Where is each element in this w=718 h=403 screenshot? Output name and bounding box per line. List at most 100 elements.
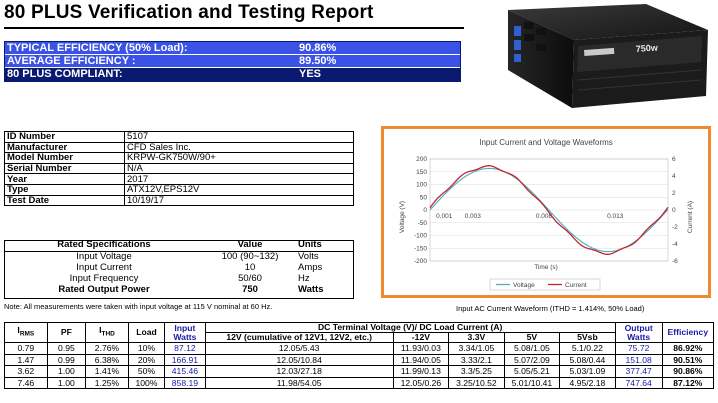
cell-pf: 0.95 bbox=[46, 342, 87, 355]
table-row: 1.47 0.99 6.38% 20% 166.91 12.05/10.84 1… bbox=[4, 353, 715, 366]
summary-label: AVERAGE EFFICIENCY : bbox=[7, 55, 136, 67]
specs-row: Input Voltage 100 (90~132) Volts bbox=[4, 251, 354, 262]
x-tick-label: 0.001 bbox=[436, 213, 453, 220]
y2-tick-label: -6 bbox=[672, 258, 678, 265]
x-axis-label: Time (s) bbox=[534, 264, 558, 271]
info-row: Manufacturer CFD Sales Inc. bbox=[4, 141, 354, 154]
cell-3v3: 3.34/1.05 bbox=[448, 342, 505, 355]
cell-output: 747.64 bbox=[614, 376, 663, 389]
spec-unit: Hz bbox=[298, 272, 310, 284]
specs-header: Rated Specifications bbox=[4, 240, 204, 252]
col-minus12v: -12V bbox=[392, 332, 450, 343]
cell-3v3: 3.3/5.25 bbox=[448, 365, 505, 378]
cell-5vsb: 5.03/1.09 bbox=[559, 365, 616, 378]
measurement-note: Note: All measurements were taken with i… bbox=[4, 302, 273, 311]
y2-tick-label: 6 bbox=[672, 156, 676, 163]
cell-minus12v: 11.99/0.13 bbox=[392, 365, 450, 378]
info-label: ID Number bbox=[4, 131, 125, 143]
chart-legend: Voltage Current bbox=[489, 278, 601, 291]
summary-value: 90.86% bbox=[299, 42, 337, 54]
cell-irms: 7.46 bbox=[4, 376, 48, 389]
cell-ithd: 1.41% bbox=[85, 365, 129, 378]
cell-5v: 5.01/10.41 bbox=[503, 376, 561, 389]
test-results-table: IRMS PF ITHD Load Input Watts DC Termina… bbox=[4, 322, 715, 389]
cell-3v3: 3.33/2.1 bbox=[448, 353, 505, 366]
x-tick-label: 0.003 bbox=[465, 213, 482, 220]
specs-row: Rated Output Power 750 Watts bbox=[4, 284, 354, 295]
y2-tick-label: -4 bbox=[672, 241, 678, 248]
y2-tick-label: 2 bbox=[672, 190, 676, 197]
specs-row: Input Current 10 Amps bbox=[4, 262, 354, 273]
y2-tick-label: 0 bbox=[672, 207, 676, 214]
cell-input: 166.91 bbox=[164, 353, 206, 366]
y-tick-label: -200 bbox=[414, 258, 427, 265]
info-value: CFD Sales Inc. bbox=[124, 141, 354, 154]
info-label: Serial Number bbox=[4, 162, 125, 175]
table-row: 7.46 1.00 1.25% 100% 858.19 11.98/54.05 … bbox=[4, 376, 715, 389]
cell-load: 10% bbox=[127, 342, 166, 355]
info-label: Manufacturer bbox=[4, 141, 125, 154]
col-dc-group: DC Terminal Voltage (V)/ DC Load Current… bbox=[204, 322, 616, 333]
y-axis-label: Voltage (V) bbox=[399, 201, 406, 233]
product-info-table: ID Number 5107 Manufacturer CFD Sales Inc.… bbox=[4, 131, 354, 207]
y-tick-label: 0 bbox=[423, 207, 427, 214]
cell-input: 87.12 bbox=[164, 342, 206, 355]
cell-5vsb: 4.95/2.18 bbox=[559, 376, 616, 389]
cell-efficiency: 86.92% bbox=[661, 342, 715, 355]
y-tick-label: -150 bbox=[414, 245, 427, 252]
spec-unit: Watts bbox=[298, 283, 324, 295]
cell-efficiency: 90.86% bbox=[661, 365, 715, 378]
cell-pf: 1.00 bbox=[46, 376, 87, 389]
col-output-watts: Output Watts bbox=[614, 322, 663, 343]
col-irms: IRMS bbox=[4, 322, 48, 343]
y-tick-label: 50 bbox=[420, 194, 428, 201]
waveform-chart-frame: Input Current and Voltage Waveforms 200 1… bbox=[381, 126, 711, 298]
waveform-chart: Input Current and Voltage Waveforms 2001… bbox=[399, 138, 694, 291]
spec-value: 100 (90~132) bbox=[221, 250, 279, 262]
psu-product-photo: 750w bbox=[508, 4, 708, 108]
info-label: Type bbox=[4, 183, 125, 196]
summary-row-typical: TYPICAL EFFICIENCY (50% Load): 90.86% bbox=[5, 42, 460, 55]
cell-ithd: 1.25% bbox=[85, 376, 129, 389]
cell-load: 100% bbox=[127, 376, 166, 389]
spec-value: 50/60 bbox=[238, 272, 262, 284]
cell-irms: 1.47 bbox=[4, 353, 48, 366]
cell-minus12v: 12.05/0.26 bbox=[392, 376, 450, 389]
cell-output: 151.08 bbox=[614, 353, 663, 366]
cell-load: 50% bbox=[127, 365, 166, 378]
specs-header: Value bbox=[204, 240, 296, 252]
info-value: ATX12V,EPS12V bbox=[124, 183, 354, 196]
series-line-current bbox=[429, 165, 669, 255]
cell-irms: 3.62 bbox=[4, 365, 48, 378]
x-tick-label: 0.013 bbox=[607, 213, 624, 220]
report-title: 80 PLUS Verification and Testing Report bbox=[4, 2, 464, 29]
cell-ithd: 2.76% bbox=[85, 342, 129, 355]
col-efficiency: Efficiency bbox=[661, 322, 715, 343]
spec-value: 750 bbox=[242, 283, 258, 295]
spec-unit: Volts bbox=[298, 250, 319, 262]
psu-badge-text: 750w bbox=[635, 42, 659, 54]
cell-input: 415.46 bbox=[164, 365, 206, 378]
info-value: 10/19/17 bbox=[124, 194, 354, 207]
cell-minus12v: 11.93/0.03 bbox=[392, 342, 450, 355]
cell-ithd: 6.38% bbox=[85, 353, 129, 366]
cell-output: 377.47 bbox=[614, 365, 663, 378]
spec-unit: Amps bbox=[298, 261, 323, 273]
summary-label: 80 PLUS COMPLIANT: bbox=[7, 68, 123, 80]
spec-name: Input Voltage bbox=[76, 250, 132, 262]
cell-efficiency: 90.51% bbox=[661, 353, 715, 366]
y-tick-label: 200 bbox=[416, 156, 427, 163]
cell-5vsb: 5.08/0.44 bbox=[559, 353, 616, 366]
rated-specs-table: Rated Specifications Value Units Input V… bbox=[4, 240, 354, 295]
y-tick-label: -100 bbox=[414, 233, 427, 240]
y-tick-label: -50 bbox=[418, 220, 428, 227]
table-row: 3.62 1.00 1.41% 50% 415.46 12.03/27.18 1… bbox=[4, 365, 715, 378]
col-ithd: ITHD bbox=[85, 322, 129, 343]
efficiency-summary: TYPICAL EFFICIENCY (50% Load): 90.86% AV… bbox=[4, 41, 461, 82]
col-5v: 5V bbox=[503, 332, 561, 343]
info-row: Serial Number N/A bbox=[4, 162, 354, 175]
cell-12v: 12.05/10.84 bbox=[204, 353, 394, 366]
col-12v: 12V (cumulative of 12V1, 12V2, etc.) bbox=[204, 332, 394, 343]
spec-value: 10 bbox=[244, 261, 256, 273]
info-value: 2017 bbox=[124, 173, 354, 185]
